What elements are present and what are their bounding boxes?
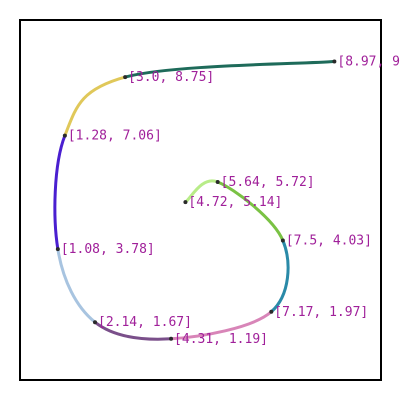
curve-segment-5 <box>93 320 173 341</box>
curve-segment-9 <box>183 179 220 204</box>
curve-segment-6 <box>169 310 273 341</box>
data-point-10 <box>183 200 188 205</box>
plot-frame <box>19 19 382 381</box>
point-label-2: [3.0, 8.75] <box>128 70 214 85</box>
point-label-6: [4.31, 1.19] <box>174 332 268 347</box>
data-point-9 <box>215 180 220 184</box>
curve-segment-2 <box>63 75 127 138</box>
point-label-1: [8.97, 9 <box>337 55 400 70</box>
curve-segment-3 <box>53 134 67 251</box>
data-point-7 <box>269 309 274 314</box>
data-point-2 <box>123 75 128 80</box>
data-point-3 <box>62 133 67 138</box>
data-point-5 <box>93 320 98 325</box>
curve-segment-8 <box>216 180 285 242</box>
curve <box>53 60 336 341</box>
point-label-10: [4.72, 5.14] <box>188 195 282 210</box>
data-point-8 <box>280 238 285 243</box>
data-point-1 <box>332 59 337 64</box>
point-label-9: [5.64, 5.72] <box>221 175 315 190</box>
curve-segment-4 <box>56 247 97 324</box>
data-point-4 <box>55 247 60 252</box>
point-label-7: [7.17, 1.97] <box>274 305 368 320</box>
point-label-3: [1.28, 7.06] <box>68 129 162 144</box>
curve-segment-1 <box>123 60 336 79</box>
curve-segment-7 <box>269 239 290 314</box>
point-label-8: [7.5, 4.03] <box>286 234 372 249</box>
points <box>55 59 337 341</box>
point-label-5: [2.14, 1.67] <box>98 315 192 330</box>
point-label-4: [1.08, 3.78] <box>61 242 155 257</box>
point-labels: [8.97, 9 [3.0, 8.75] [1.28, 7.06] [1.08, 3.… <box>61 55 400 347</box>
data-point-6 <box>169 336 174 341</box>
